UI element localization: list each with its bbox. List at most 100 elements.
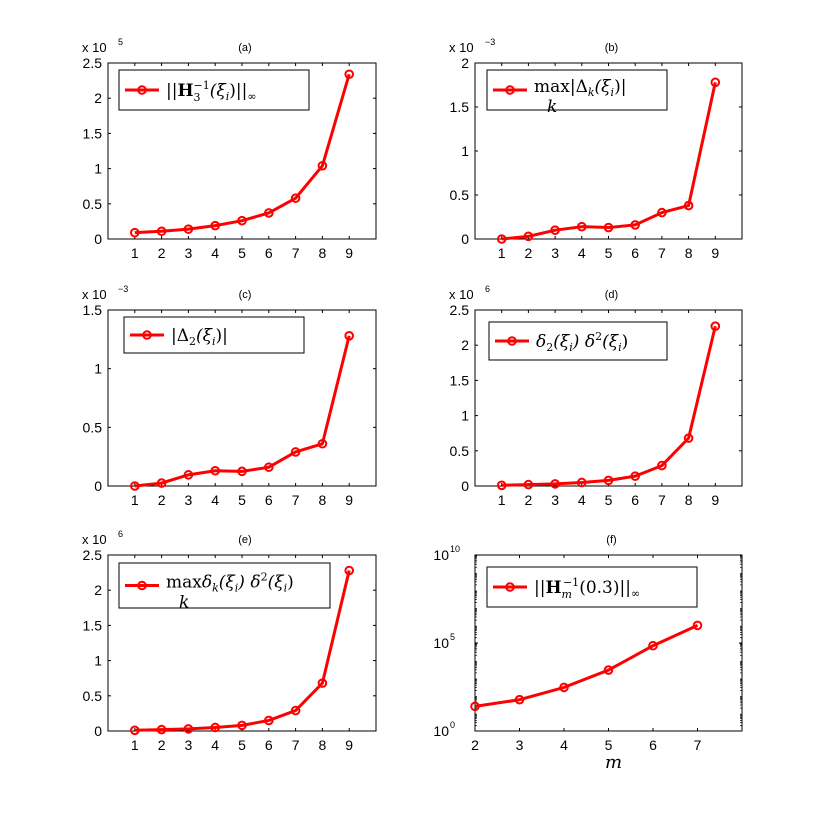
chart-panel-c: (c) x 10 −3 1 2 3 4 5 6 7 8 9 0 0.5 1 1.5 |Δ2(ξi)|	[82, 284, 377, 508]
data-point	[290, 193, 301, 203]
chart-panel-d: (d) x 10 6 1 2 3 4 5 6 7 8 9 0 0.5 1 1.5 2 2.5 δ2(ξi) δ2(ξ…	[449, 284, 743, 508]
y-tick-label: 1.5	[83, 617, 103, 633]
x-tick-label: 7	[292, 245, 300, 261]
legend-box	[123, 316, 305, 354]
data-point	[559, 682, 569, 693]
series-line	[134, 73, 351, 235]
x-tick-label: 3	[185, 492, 193, 508]
data-point	[710, 321, 721, 331]
data-point	[603, 222, 614, 233]
data-point	[183, 724, 194, 734]
x-tick-label: 6	[649, 737, 657, 753]
y-tick-label: 0.5	[450, 187, 470, 203]
x-tick-label: 2	[158, 737, 166, 753]
x-tick-label: 3	[185, 245, 193, 261]
x-tick-label: 4	[578, 492, 586, 508]
y-tick-label: 1	[461, 143, 469, 159]
legend-max-subscript: k	[179, 593, 189, 613]
x-tick-label: 7	[658, 492, 666, 508]
series-line	[134, 570, 351, 732]
x-tick-label: 4	[578, 245, 586, 261]
x-tick-label: 3	[185, 737, 193, 753]
x-tick-label: 4	[211, 737, 219, 753]
y-exponent-power: 5	[118, 37, 123, 47]
data-point	[317, 438, 328, 449]
data-point	[237, 466, 247, 477]
data-point	[317, 160, 328, 171]
y-tick-label: 2.5	[83, 55, 103, 71]
x-tick-label: 2	[158, 492, 166, 508]
legend-label: δ2(ξi) δ2(ξi)	[536, 330, 628, 354]
y-tick-label: 2.5	[83, 547, 103, 563]
legend-label: |Δ2(ξi)|	[171, 326, 228, 348]
chart-title: (b)	[605, 42, 618, 54]
series-line	[501, 82, 717, 241]
y-tick-label: 0	[94, 723, 102, 739]
x-tick-label: 1	[131, 737, 139, 753]
y-tick-label: 1	[461, 408, 469, 424]
data-point	[523, 479, 534, 490]
legend: |Δ2(ξi)|	[123, 316, 305, 354]
y-tick-label: 1.5	[450, 99, 470, 115]
y-exponent-label: x 10	[449, 40, 474, 55]
y-tick-label: 2	[94, 582, 102, 598]
y-tick-label: 0	[94, 478, 102, 494]
x-tick-label: 2	[525, 245, 533, 261]
data-point	[317, 678, 328, 688]
x-tick-label: 2	[525, 492, 533, 508]
data-point	[156, 724, 167, 735]
x-tick-label: 6	[265, 737, 273, 753]
chart-title: (a)	[238, 42, 251, 54]
data-point	[183, 224, 194, 234]
data-point	[710, 77, 721, 88]
x-tick-label: 5	[605, 245, 613, 261]
series-line	[474, 624, 699, 708]
x-tick-label: 4	[211, 492, 219, 508]
x-tick-label: 1	[498, 245, 506, 261]
data-point	[130, 227, 140, 238]
x-tick-label: 9	[345, 492, 353, 508]
x-tick-label: 5	[238, 245, 246, 261]
data-point	[344, 69, 355, 80]
legend-marker-sample	[137, 85, 147, 95]
y-tick-label: 0.5	[83, 196, 103, 212]
x-tick-label: 5	[605, 492, 613, 508]
x-tick-label: 8	[319, 245, 327, 261]
data-point	[648, 640, 658, 651]
chart-title: (c)	[239, 289, 252, 301]
y-tick-label: 2.5	[450, 302, 470, 318]
chart-panel-e: (e) x 10 6 1 2 3 4 5 6 7 8 9 0 0.5 1 1.5 2 2.5 maxδk(ξi) δ…	[82, 529, 377, 753]
data-point	[603, 475, 614, 486]
x-tick-label: 9	[711, 245, 719, 261]
x-tick-label: 2	[471, 737, 479, 753]
y-tick-label: 0.5	[83, 419, 103, 435]
y-exponent-label: x 10	[82, 287, 107, 302]
data-point	[577, 221, 587, 232]
legend: max|Δk(ξi)|k	[486, 69, 668, 117]
series-line	[501, 325, 717, 487]
chart-panel-a: (a) x 10 5 1 2 3 4 5 6 7 8 9 0 0.5 1 1.5 2 2.5 ||H3−1(ξi)|…	[82, 37, 377, 261]
data-point	[290, 447, 301, 457]
y-exponent-label: x 10	[82, 40, 107, 55]
series-line	[134, 335, 351, 488]
x-tick-label: 7	[658, 245, 666, 261]
x-tick-label: 7	[694, 737, 702, 753]
legend-marker-sample	[505, 85, 515, 95]
legend-marker-sample	[505, 582, 515, 592]
x-tick-label: 6	[631, 245, 639, 261]
x-tick-label: 7	[292, 737, 300, 753]
x-tick-label: 8	[319, 492, 327, 508]
y-tick-label: 1	[94, 653, 102, 669]
data-point	[264, 462, 274, 473]
y-tick-label: 0.5	[83, 688, 103, 704]
y-tick-label: 2	[461, 55, 469, 71]
data-point	[344, 565, 355, 576]
x-tick-label: 1	[131, 245, 139, 261]
chart-title: (f)	[606, 534, 616, 546]
legend-max-subscript: k	[547, 97, 557, 117]
y-tick-label-power: 5	[450, 632, 455, 642]
y-exponent-power: 6	[485, 284, 490, 294]
y-exponent-power: −3	[118, 284, 128, 294]
data-point	[344, 331, 355, 341]
x-axis-label: m	[605, 752, 622, 773]
